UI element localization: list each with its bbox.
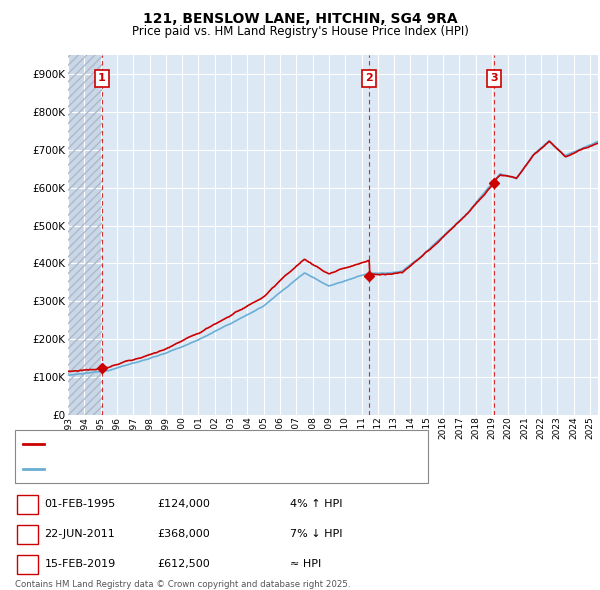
Text: 01-FEB-1995: 01-FEB-1995 (44, 499, 116, 509)
Text: 7% ↓ HPI: 7% ↓ HPI (290, 529, 343, 539)
Text: 1: 1 (98, 73, 106, 83)
FancyBboxPatch shape (15, 430, 428, 483)
Text: £124,000: £124,000 (157, 499, 210, 509)
Text: Contains HM Land Registry data © Crown copyright and database right 2025.
This d: Contains HM Land Registry data © Crown c… (15, 581, 350, 590)
FancyBboxPatch shape (17, 555, 38, 575)
Bar (68, 55, 102, 415)
Bar (68, 55, 102, 415)
Text: HPI: Average price, detached house, North Hertfordshire: HPI: Average price, detached house, Nort… (49, 464, 344, 474)
FancyBboxPatch shape (17, 495, 38, 514)
Text: 121, BENSLOW LANE, HITCHIN, SG4 9RA: 121, BENSLOW LANE, HITCHIN, SG4 9RA (143, 12, 457, 26)
Text: £612,500: £612,500 (157, 559, 210, 569)
Text: Price paid vs. HM Land Registry's House Price Index (HPI): Price paid vs. HM Land Registry's House … (131, 25, 469, 38)
FancyBboxPatch shape (17, 525, 38, 545)
Text: 121, BENSLOW LANE, HITCHIN, SG4 9RA (detached house): 121, BENSLOW LANE, HITCHIN, SG4 9RA (det… (49, 440, 354, 450)
Text: 22-JUN-2011: 22-JUN-2011 (44, 529, 115, 539)
Text: 2: 2 (24, 529, 31, 539)
Text: 3: 3 (490, 73, 498, 83)
Text: ≈ HPI: ≈ HPI (290, 559, 322, 569)
Text: 15-FEB-2019: 15-FEB-2019 (44, 559, 116, 569)
Text: 4% ↑ HPI: 4% ↑ HPI (290, 499, 343, 509)
Text: 3: 3 (24, 559, 31, 569)
Text: 1: 1 (24, 499, 31, 509)
Text: £368,000: £368,000 (157, 529, 210, 539)
Text: 2: 2 (365, 73, 373, 83)
